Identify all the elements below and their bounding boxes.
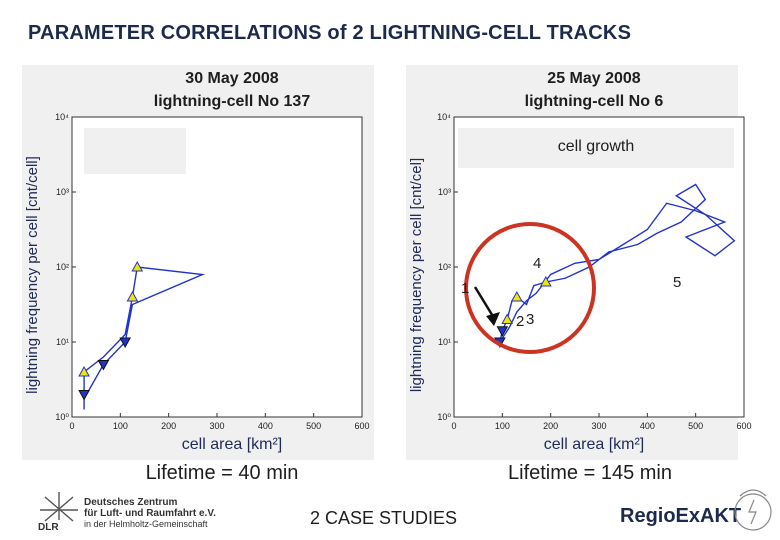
right-chart-marker-up (539, 275, 552, 287)
right-chart-x-tick-label: 600 (736, 421, 751, 431)
left-chart-x-tick-label: 500 (306, 421, 321, 431)
annotation-2: 2 (516, 313, 525, 330)
right-legend-box (458, 128, 734, 168)
right-chart-y-tick-label: 10⁰ (437, 412, 451, 422)
left-plot-title: 30 May 2008 lightning-cell No 137 (112, 65, 352, 114)
right-chart-marker-down (496, 326, 509, 337)
annotation-1: 1 (461, 280, 470, 297)
left-chart-x-tick-label: 200 (161, 421, 176, 431)
arrow-to-start (473, 286, 500, 326)
left-chart-marker-down (78, 390, 90, 401)
right-chart-x-tick-label: 0 (451, 421, 456, 431)
dlr-logo-text: DLR (38, 522, 59, 532)
dlr-line-2: für Luft- und Raumfahrt e.V. (84, 508, 216, 519)
left-plot-cell-id: lightning-cell No 137 (153, 93, 311, 110)
left-chart-marker-down (119, 337, 132, 349)
right-chart-x-tick-label: 200 (543, 421, 558, 431)
left-x-axis-label: cell area [km²] (112, 432, 352, 458)
right-plot-cell-id: lightning-cell No 6 (524, 93, 664, 110)
left-chart-marker-up (78, 365, 90, 377)
left-chart-x-tick-label: 300 (209, 421, 224, 431)
regio-logo: RegioExAKT (620, 505, 742, 527)
regio-logo-graphic (734, 489, 772, 531)
left-chart-y-tick-label: 10¹ (56, 337, 69, 347)
right-chart-x-tick-label: 400 (640, 421, 655, 431)
right-plot-date: 25 May 2008 (547, 70, 641, 87)
regio-lightning-icon (748, 499, 757, 525)
arrow-head (486, 312, 500, 326)
dlr-institution: Deutsches Zentrum für Luft- und Raumfahr… (84, 497, 216, 530)
left-chart-marker-up (131, 260, 144, 272)
annotation-5: 5 (673, 274, 682, 291)
arrow-shaft (473, 286, 496, 319)
left-chart-x-tick-label: 400 (258, 421, 273, 431)
right-legend-label: cell growth (557, 138, 635, 155)
right-chart-series-line (499, 183, 736, 343)
right-lifetime: Lifetime = 145 min (508, 462, 672, 484)
left-chart-y-tick-label: 10⁰ (55, 412, 69, 422)
right-chart-x-tick-label: 100 (495, 421, 510, 431)
right-chart-x-tick-label: 300 (591, 421, 606, 431)
right-plot-title: 25 May 2008 lightning-cell No 6 (455, 65, 733, 114)
left-chart-marker-up (126, 290, 139, 302)
left-chart-marker-down (97, 360, 110, 371)
left-chart-y-tick-label: 10⁴ (55, 112, 69, 122)
left-chart: 0 100 200 300 400 500 600 10⁰ 10¹ 10² 10³ 10⁴ (55, 112, 369, 431)
slide-title: PARAMETER CORRELATIONS of 2 LIGHTNING-CE… (28, 22, 632, 44)
growth-circle (464, 222, 596, 354)
right-chart-marker-up (510, 290, 523, 302)
left-lifetime: Lifetime = 40 min (145, 462, 299, 484)
left-chart-x-tick-label: 100 (113, 421, 128, 431)
right-chart-y-tick-label: 10¹ (438, 337, 451, 347)
right-chart-y-tick-label: 10⁴ (437, 112, 451, 122)
regio-globe-icon (734, 493, 772, 531)
right-x-axis-label: cell area [km²] (455, 432, 733, 458)
dlr-line-1: Deutsches Zentrum (84, 497, 178, 508)
left-chart-y-tick-label: 10³ (56, 187, 69, 197)
right-chart-y-tick-label: 10² (438, 262, 451, 272)
regio-cloud-icon (739, 489, 767, 497)
left-plot-date: 30 May 2008 (185, 70, 279, 87)
dlr-logo: DLR (38, 492, 78, 532)
footer-title: 2 CASE STUDIES (310, 508, 458, 528)
left-chart-y-tick-label: 10² (56, 262, 69, 272)
right-chart-marker-up (501, 313, 514, 324)
left-chart-x-tick-label: 0 (69, 421, 74, 431)
left-legend-box (84, 128, 186, 174)
annotation-4: 4 (533, 255, 542, 272)
dlr-line-3: in der Helmholtz-Gemeinschaft (84, 519, 208, 529)
annotation-3: 3 (526, 311, 535, 328)
right-chart-x-tick-label: 500 (688, 421, 703, 431)
left-chart-x-tick-label: 600 (354, 421, 369, 431)
growth-circle-ring (464, 222, 596, 354)
right-chart-y-tick-label: 10³ (438, 187, 451, 197)
